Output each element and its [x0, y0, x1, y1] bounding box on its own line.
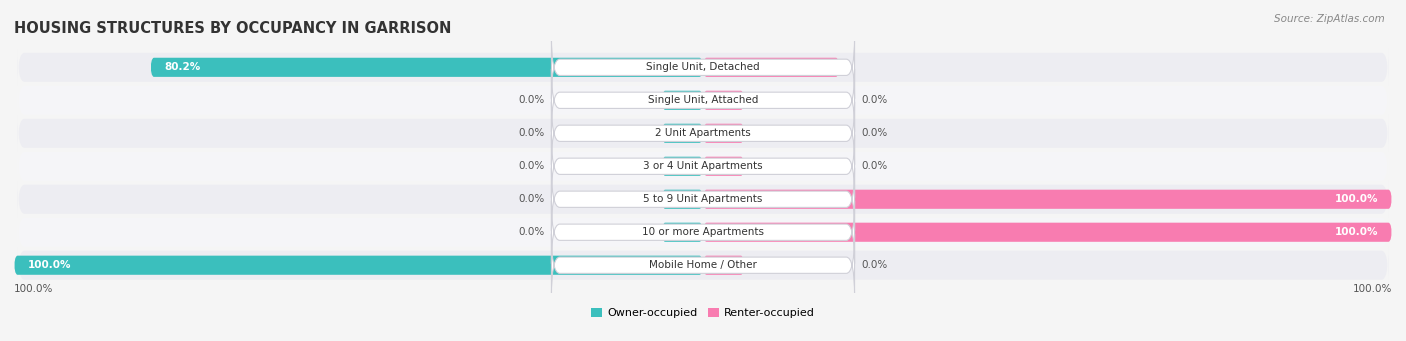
Legend: Owner-occupied, Renter-occupied: Owner-occupied, Renter-occupied	[592, 308, 814, 318]
Text: 0.0%: 0.0%	[862, 128, 887, 138]
FancyBboxPatch shape	[703, 58, 839, 77]
FancyBboxPatch shape	[662, 223, 703, 242]
FancyBboxPatch shape	[551, 168, 855, 231]
Text: 0.0%: 0.0%	[519, 128, 544, 138]
FancyBboxPatch shape	[17, 214, 1389, 251]
FancyBboxPatch shape	[17, 181, 1389, 218]
FancyBboxPatch shape	[703, 157, 744, 176]
FancyBboxPatch shape	[703, 91, 744, 110]
Text: Single Unit, Detached: Single Unit, Detached	[647, 62, 759, 72]
Text: 0.0%: 0.0%	[862, 95, 887, 105]
Text: 10 or more Apartments: 10 or more Apartments	[643, 227, 763, 237]
FancyBboxPatch shape	[551, 201, 855, 264]
Text: 0.0%: 0.0%	[519, 227, 544, 237]
Text: 3 or 4 Unit Apartments: 3 or 4 Unit Apartments	[643, 161, 763, 171]
Text: 100.0%: 100.0%	[1353, 284, 1392, 294]
FancyBboxPatch shape	[703, 223, 1392, 242]
FancyBboxPatch shape	[17, 49, 1389, 86]
FancyBboxPatch shape	[662, 91, 703, 110]
Text: 100.0%: 100.0%	[1334, 194, 1378, 204]
FancyBboxPatch shape	[17, 148, 1389, 185]
FancyBboxPatch shape	[551, 69, 855, 132]
Text: Mobile Home / Other: Mobile Home / Other	[650, 260, 756, 270]
Text: 5 to 9 Unit Apartments: 5 to 9 Unit Apartments	[644, 194, 762, 204]
FancyBboxPatch shape	[551, 234, 855, 297]
FancyBboxPatch shape	[551, 102, 855, 165]
Text: 100.0%: 100.0%	[1334, 227, 1378, 237]
FancyBboxPatch shape	[14, 256, 703, 275]
Text: 19.8%: 19.8%	[790, 62, 825, 72]
FancyBboxPatch shape	[703, 190, 1392, 209]
Text: 100.0%: 100.0%	[14, 284, 53, 294]
Text: 80.2%: 80.2%	[165, 62, 201, 72]
FancyBboxPatch shape	[703, 124, 744, 143]
Text: 0.0%: 0.0%	[862, 260, 887, 270]
Text: 2 Unit Apartments: 2 Unit Apartments	[655, 128, 751, 138]
Text: Single Unit, Attached: Single Unit, Attached	[648, 95, 758, 105]
FancyBboxPatch shape	[551, 135, 855, 198]
Text: Source: ZipAtlas.com: Source: ZipAtlas.com	[1274, 14, 1385, 24]
Text: 0.0%: 0.0%	[862, 161, 887, 171]
Text: 0.0%: 0.0%	[519, 161, 544, 171]
FancyBboxPatch shape	[17, 247, 1389, 284]
Text: 0.0%: 0.0%	[519, 194, 544, 204]
Text: 100.0%: 100.0%	[28, 260, 72, 270]
FancyBboxPatch shape	[662, 190, 703, 209]
Text: 0.0%: 0.0%	[519, 95, 544, 105]
FancyBboxPatch shape	[17, 82, 1389, 119]
FancyBboxPatch shape	[662, 124, 703, 143]
FancyBboxPatch shape	[662, 157, 703, 176]
FancyBboxPatch shape	[150, 58, 703, 77]
FancyBboxPatch shape	[551, 36, 855, 99]
FancyBboxPatch shape	[17, 115, 1389, 152]
Text: HOUSING STRUCTURES BY OCCUPANCY IN GARRISON: HOUSING STRUCTURES BY OCCUPANCY IN GARRI…	[14, 20, 451, 35]
FancyBboxPatch shape	[703, 256, 744, 275]
